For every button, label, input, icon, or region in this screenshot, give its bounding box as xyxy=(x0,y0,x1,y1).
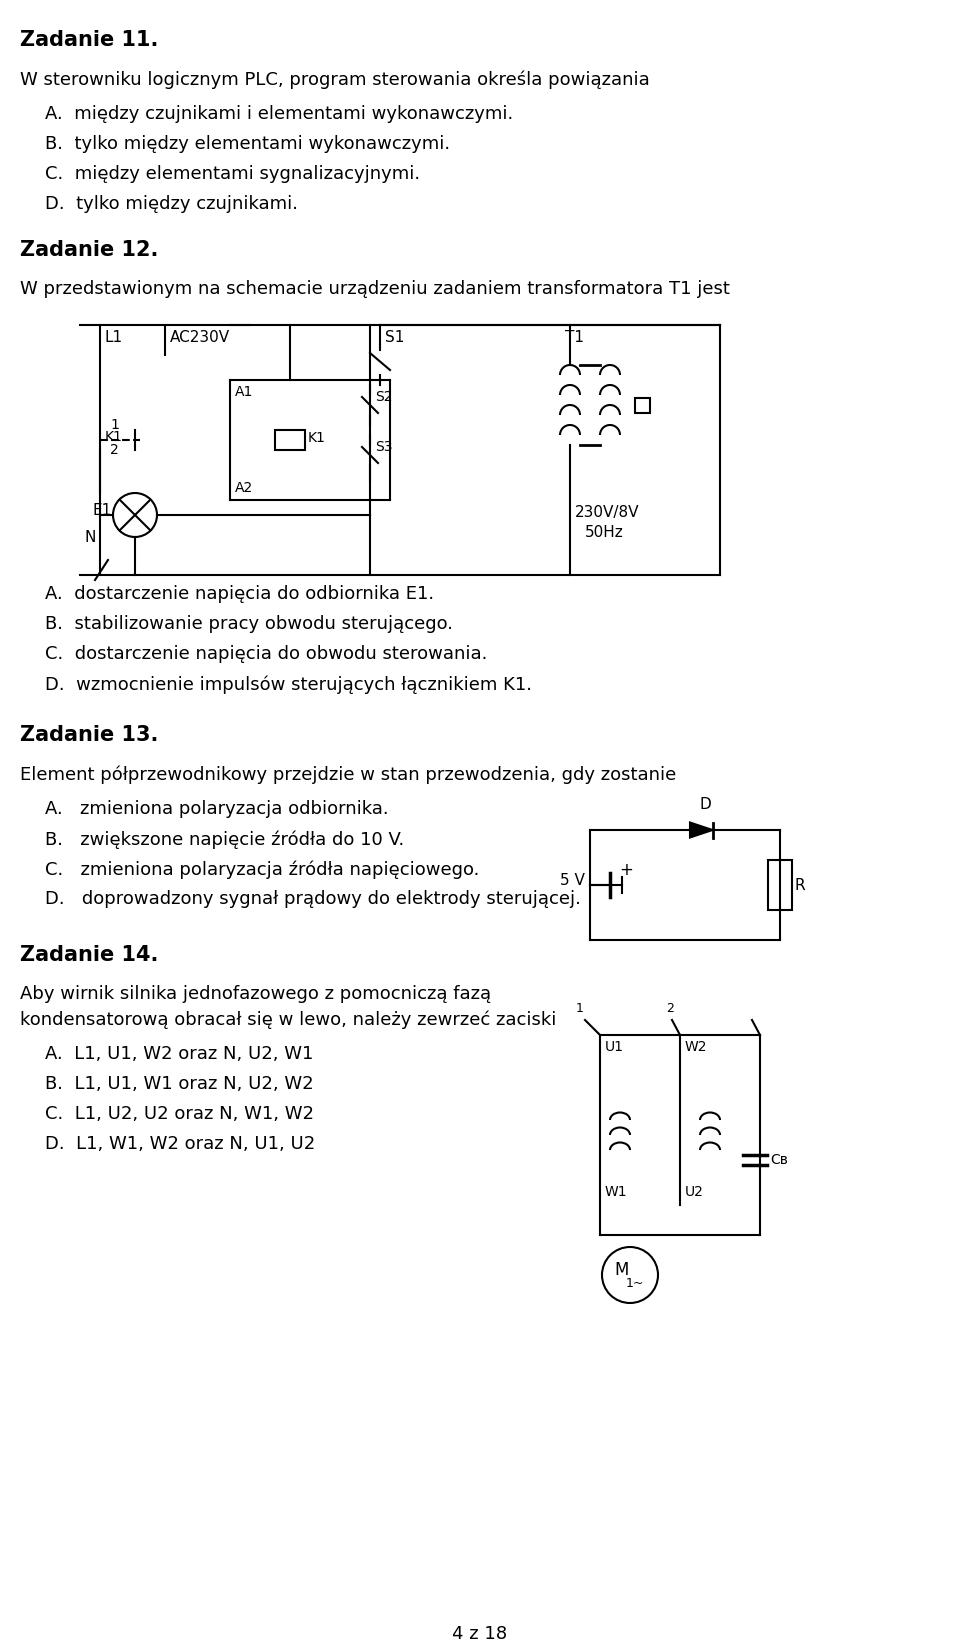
Text: B.   zwiększone napięcie źródła do 10 V.: B. zwiększone napięcie źródła do 10 V. xyxy=(45,830,404,849)
Text: 5 V: 5 V xyxy=(560,872,585,888)
Text: W przedstawionym na schemacie urządzeniu zadaniem transformatora T1 jest: W przedstawionym na schemacie urządzeniu… xyxy=(20,281,730,297)
Bar xyxy=(768,860,792,910)
Text: kondensatorową obracał się w lewo, należy zewrzeć zaciski: kondensatorową obracał się w lewo, należ… xyxy=(20,1010,557,1029)
Text: A.  L1, U1, W2 oraz N, U2, W1: A. L1, U1, W2 oraz N, U2, W1 xyxy=(45,1045,313,1063)
Text: U1: U1 xyxy=(605,1040,624,1053)
Text: A2: A2 xyxy=(235,480,253,495)
Text: Zadanie 14.: Zadanie 14. xyxy=(20,944,158,964)
Text: Zadanie 13.: Zadanie 13. xyxy=(20,725,158,745)
Text: D.   doprowadzony sygnał prądowy do elektrody sterującej.: D. doprowadzony sygnał prądowy do elektr… xyxy=(45,890,581,908)
Text: Cʙ: Cʙ xyxy=(770,1152,788,1167)
Text: C.  L1, U2, U2 oraz N, W1, W2: C. L1, U2, U2 oraz N, W1, W2 xyxy=(45,1105,314,1123)
Text: 50Hz: 50Hz xyxy=(585,525,624,540)
Text: K1: K1 xyxy=(105,429,123,444)
Circle shape xyxy=(113,494,157,537)
Text: W2: W2 xyxy=(685,1040,708,1053)
Text: B.  L1, U1, W1 oraz N, U2, W2: B. L1, U1, W1 oraz N, U2, W2 xyxy=(45,1075,314,1093)
Text: Element półprzewodnikowy przejdzie w stan przewodzenia, gdy zostanie: Element półprzewodnikowy przejdzie w sta… xyxy=(20,764,676,784)
Text: +: + xyxy=(619,862,633,878)
Text: Zadanie 11.: Zadanie 11. xyxy=(20,30,158,50)
Text: D.  wzmocnienie impulsów sterujących łącznikiem K1.: D. wzmocnienie impulsów sterujących łącz… xyxy=(45,675,532,693)
Text: D: D xyxy=(699,797,710,812)
Text: S1: S1 xyxy=(385,330,404,345)
Text: W sterowniku logicznym PLC, program sterowania określa powiązania: W sterowniku logicznym PLC, program ster… xyxy=(20,69,650,89)
Text: 2: 2 xyxy=(666,1002,674,1015)
Text: U2: U2 xyxy=(685,1185,704,1199)
Text: A.  dostarczenie napięcia do odbiornika E1.: A. dostarczenie napięcia do odbiornika E… xyxy=(45,584,434,603)
Text: Zadanie 12.: Zadanie 12. xyxy=(20,239,158,259)
Polygon shape xyxy=(690,822,712,837)
Text: C.   zmieniona polaryzacja źródła napięciowego.: C. zmieniona polaryzacja źródła napięcio… xyxy=(45,860,479,878)
Text: 4 z 18: 4 z 18 xyxy=(452,1625,508,1643)
Text: D.  L1, W1, W2 oraz N, U1, U2: D. L1, W1, W2 oraz N, U1, U2 xyxy=(45,1134,315,1152)
Text: S3: S3 xyxy=(375,441,393,454)
Text: Aby wirnik silnika jednofazowego z pomocniczą fazą: Aby wirnik silnika jednofazowego z pomoc… xyxy=(20,986,492,1004)
Text: K1: K1 xyxy=(308,431,325,446)
Text: L1: L1 xyxy=(105,330,123,345)
Text: D.  tylko między czujnikami.: D. tylko między czujnikami. xyxy=(45,195,298,213)
Text: 2: 2 xyxy=(110,442,119,457)
Circle shape xyxy=(602,1247,658,1303)
Bar xyxy=(635,398,650,413)
Text: S2: S2 xyxy=(375,390,393,404)
Text: A1: A1 xyxy=(235,385,253,400)
Text: 1~: 1~ xyxy=(626,1276,644,1289)
Text: AC230V: AC230V xyxy=(170,330,230,345)
Text: 230V/8V: 230V/8V xyxy=(575,505,639,520)
Text: T1: T1 xyxy=(565,330,584,345)
Text: C.  dostarczenie napięcia do obwodu sterowania.: C. dostarczenie napięcia do obwodu stero… xyxy=(45,646,488,664)
Text: 1: 1 xyxy=(110,418,119,433)
Text: B.  tylko między elementami wykonawczymi.: B. tylko między elementami wykonawczymi. xyxy=(45,135,450,154)
Text: E1: E1 xyxy=(93,502,112,517)
Text: M: M xyxy=(614,1261,629,1280)
Text: W1: W1 xyxy=(605,1185,628,1199)
Text: N: N xyxy=(85,530,96,545)
Text: R: R xyxy=(795,877,805,893)
Text: B.  stabilizowanie pracy obwodu sterującego.: B. stabilizowanie pracy obwodu sterujące… xyxy=(45,616,453,632)
Text: A.   zmieniona polaryzacja odbiornika.: A. zmieniona polaryzacja odbiornika. xyxy=(45,801,389,817)
Bar xyxy=(275,429,305,451)
Text: 1: 1 xyxy=(576,1002,584,1015)
Text: C.  między elementami sygnalizacyjnymi.: C. między elementami sygnalizacyjnymi. xyxy=(45,165,420,183)
Text: A.  między czujnikami i elementami wykonawczymi.: A. między czujnikami i elementami wykona… xyxy=(45,106,514,124)
